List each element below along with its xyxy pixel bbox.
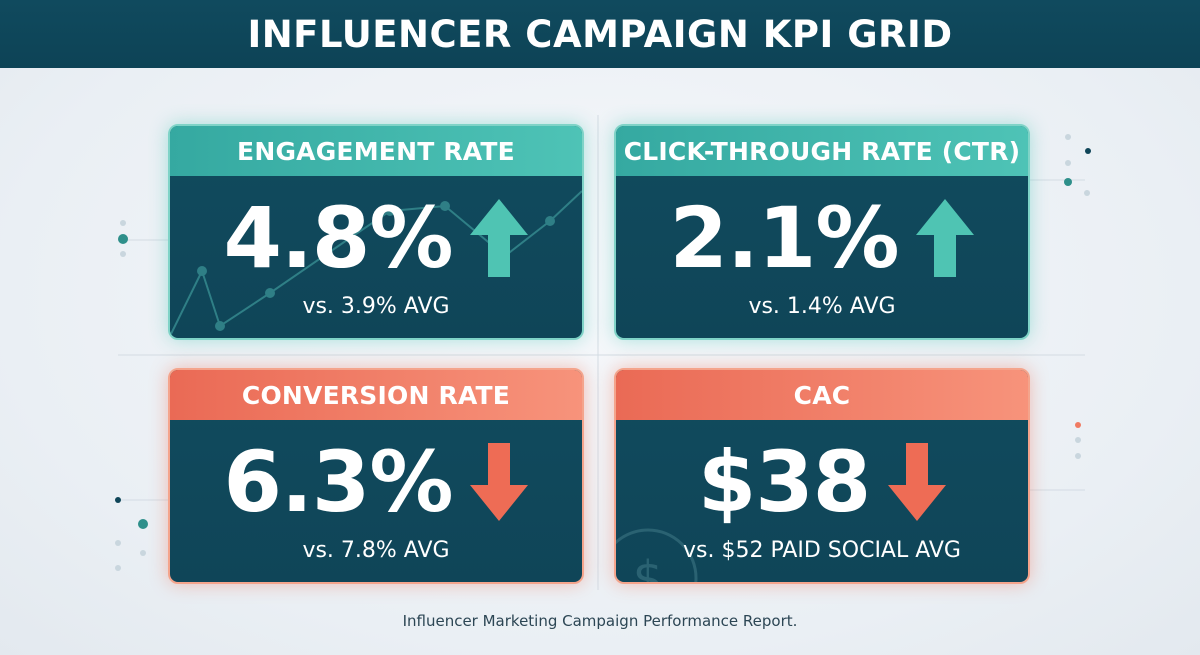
footer-caption: Influencer Marketing Campaign Performanc… bbox=[402, 612, 798, 630]
kpi-card-click-through-rate: CLICK-THROUGH RATE (CTR) 2.1% vs. 1.4% A… bbox=[614, 124, 1030, 340]
kpi-value: 4.8% bbox=[223, 189, 454, 287]
kpi-card-label: CAC bbox=[616, 370, 1028, 420]
arrow-up-icon bbox=[470, 199, 529, 277]
kpi-card-conversion-rate: CONVERSION RATE 6.3% vs. 7.8% AVG bbox=[168, 368, 584, 584]
kpi-card-label: CONVERSION RATE bbox=[170, 370, 582, 420]
svg-text:$: $ bbox=[633, 551, 664, 582]
kpi-comparison: vs. 1.4% AVG bbox=[748, 294, 896, 319]
kpi-value: 2.1% bbox=[669, 189, 900, 287]
kpi-comparison: vs. $52 PAID SOCIAL AVG bbox=[683, 538, 961, 563]
arrow-down-icon bbox=[470, 443, 529, 521]
kpi-card-cac: CAC $ $38 vs. $52 PAID SOCIAL AVG bbox=[614, 368, 1030, 584]
dollar-coin-icon: $ bbox=[616, 528, 698, 582]
kpi-card-label: CLICK-THROUGH RATE (CTR) bbox=[616, 126, 1028, 176]
kpi-value: $38 bbox=[697, 433, 871, 531]
kpi-card-label: ENGAGEMENT RATE bbox=[170, 126, 582, 176]
page-title: INFLUENCER CAMPAIGN KPI GRID bbox=[247, 12, 953, 56]
kpi-comparison: vs. 7.8% AVG bbox=[302, 538, 450, 563]
kpi-value: 6.3% bbox=[223, 433, 454, 531]
arrow-down-icon bbox=[888, 443, 947, 521]
arrow-up-icon bbox=[916, 199, 975, 277]
header-bar: INFLUENCER CAMPAIGN KPI GRID bbox=[0, 0, 1200, 68]
kpi-comparison: vs. 3.9% AVG bbox=[302, 294, 450, 319]
kpi-card-engagement-rate: ENGAGEMENT RATE 4.8% vs. 3.9% AVG bbox=[168, 124, 584, 340]
